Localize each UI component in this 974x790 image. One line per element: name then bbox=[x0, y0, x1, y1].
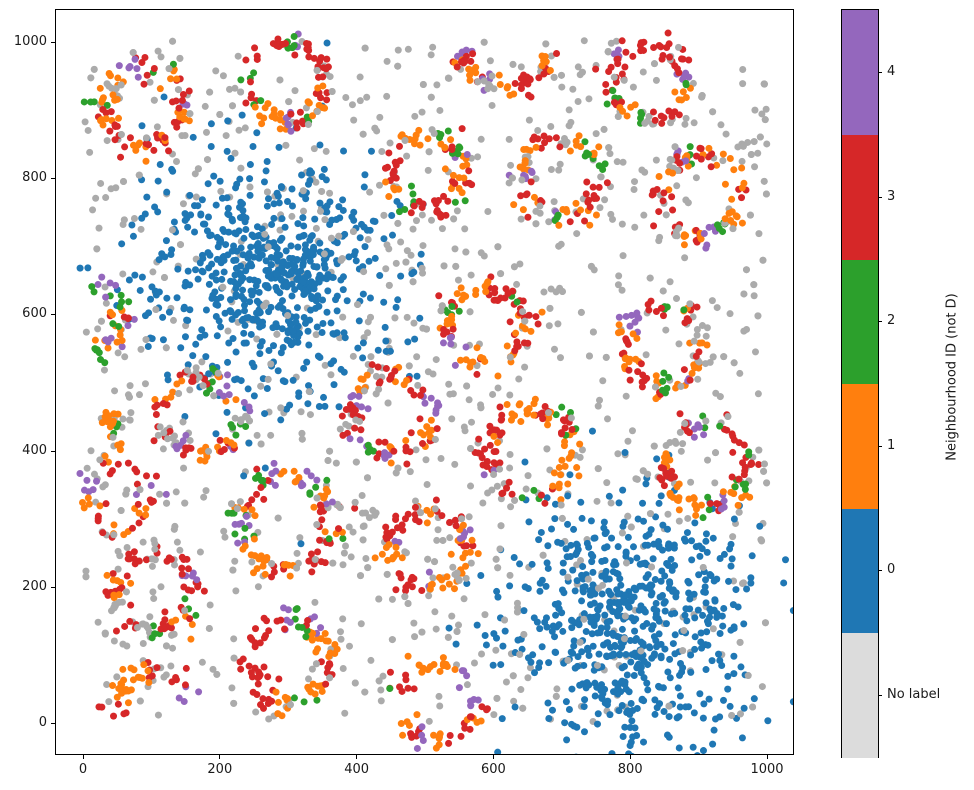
colorbar-tick-label: 3 bbox=[887, 188, 896, 204]
y-tick-mark bbox=[51, 586, 55, 588]
y-tick-mark bbox=[51, 178, 55, 180]
y-tick-mark bbox=[51, 723, 55, 724]
x-axis-tick-label: 200 bbox=[207, 762, 233, 777]
colorbar-tick-label: 2 bbox=[887, 313, 896, 329]
y-axis-tick-label: 200 bbox=[22, 578, 47, 594]
colorbar-band-1 bbox=[842, 383, 878, 509]
colorbar-axis-label: Neighbourhood ID (not D) bbox=[944, 293, 960, 461]
x-tick-mark bbox=[629, 755, 631, 759]
x-tick-mark bbox=[219, 755, 221, 759]
colorbar-tick-mark bbox=[878, 72, 882, 74]
colorbar-band-0 bbox=[842, 508, 878, 633]
colorbar-band-4 bbox=[842, 10, 878, 135]
colorbar-tick-label: 1 bbox=[887, 437, 896, 453]
y-axis-tick-label: 800 bbox=[22, 170, 47, 186]
x-tick-mark bbox=[492, 755, 494, 759]
colorbar-band-3 bbox=[842, 134, 878, 260]
y-tick-mark bbox=[51, 314, 55, 316]
y-axis-tick-label: 0 bbox=[38, 715, 47, 730]
plot-area bbox=[55, 9, 794, 755]
colorbar-tick-mark bbox=[878, 570, 882, 572]
x-axis-tick-label: 600 bbox=[480, 762, 506, 777]
colorbar-tick-mark bbox=[878, 321, 882, 323]
y-axis-tick-label: 400 bbox=[22, 442, 47, 458]
colorbar-tick-label: 4 bbox=[887, 64, 896, 80]
x-axis-tick-label: 1000 bbox=[750, 762, 784, 777]
x-tick-mark bbox=[766, 755, 768, 759]
colorbar-tick-mark bbox=[878, 445, 882, 447]
colorbar-band-2 bbox=[842, 259, 878, 384]
y-axis-tick-label: 1000 bbox=[13, 34, 47, 49]
colorbar-tick-label: 0 bbox=[887, 562, 896, 578]
x-axis-tick-label: 0 bbox=[78, 762, 88, 777]
colorbar-tick-mark bbox=[878, 196, 882, 198]
x-axis-tick-label: 400 bbox=[344, 762, 370, 777]
y-tick-mark bbox=[51, 450, 55, 452]
colorbar-tick-label: No label bbox=[887, 686, 941, 702]
x-tick-mark bbox=[356, 755, 358, 759]
y-tick-mark bbox=[51, 42, 55, 43]
colorbar bbox=[841, 9, 879, 758]
colorbar-band-no-label bbox=[842, 632, 878, 758]
y-axis-tick-label: 600 bbox=[22, 306, 47, 322]
colorbar-tick-mark bbox=[878, 694, 882, 696]
x-axis-tick-label: 800 bbox=[617, 762, 643, 777]
x-tick-mark bbox=[82, 755, 84, 759]
scatter-canvas bbox=[56, 10, 793, 754]
